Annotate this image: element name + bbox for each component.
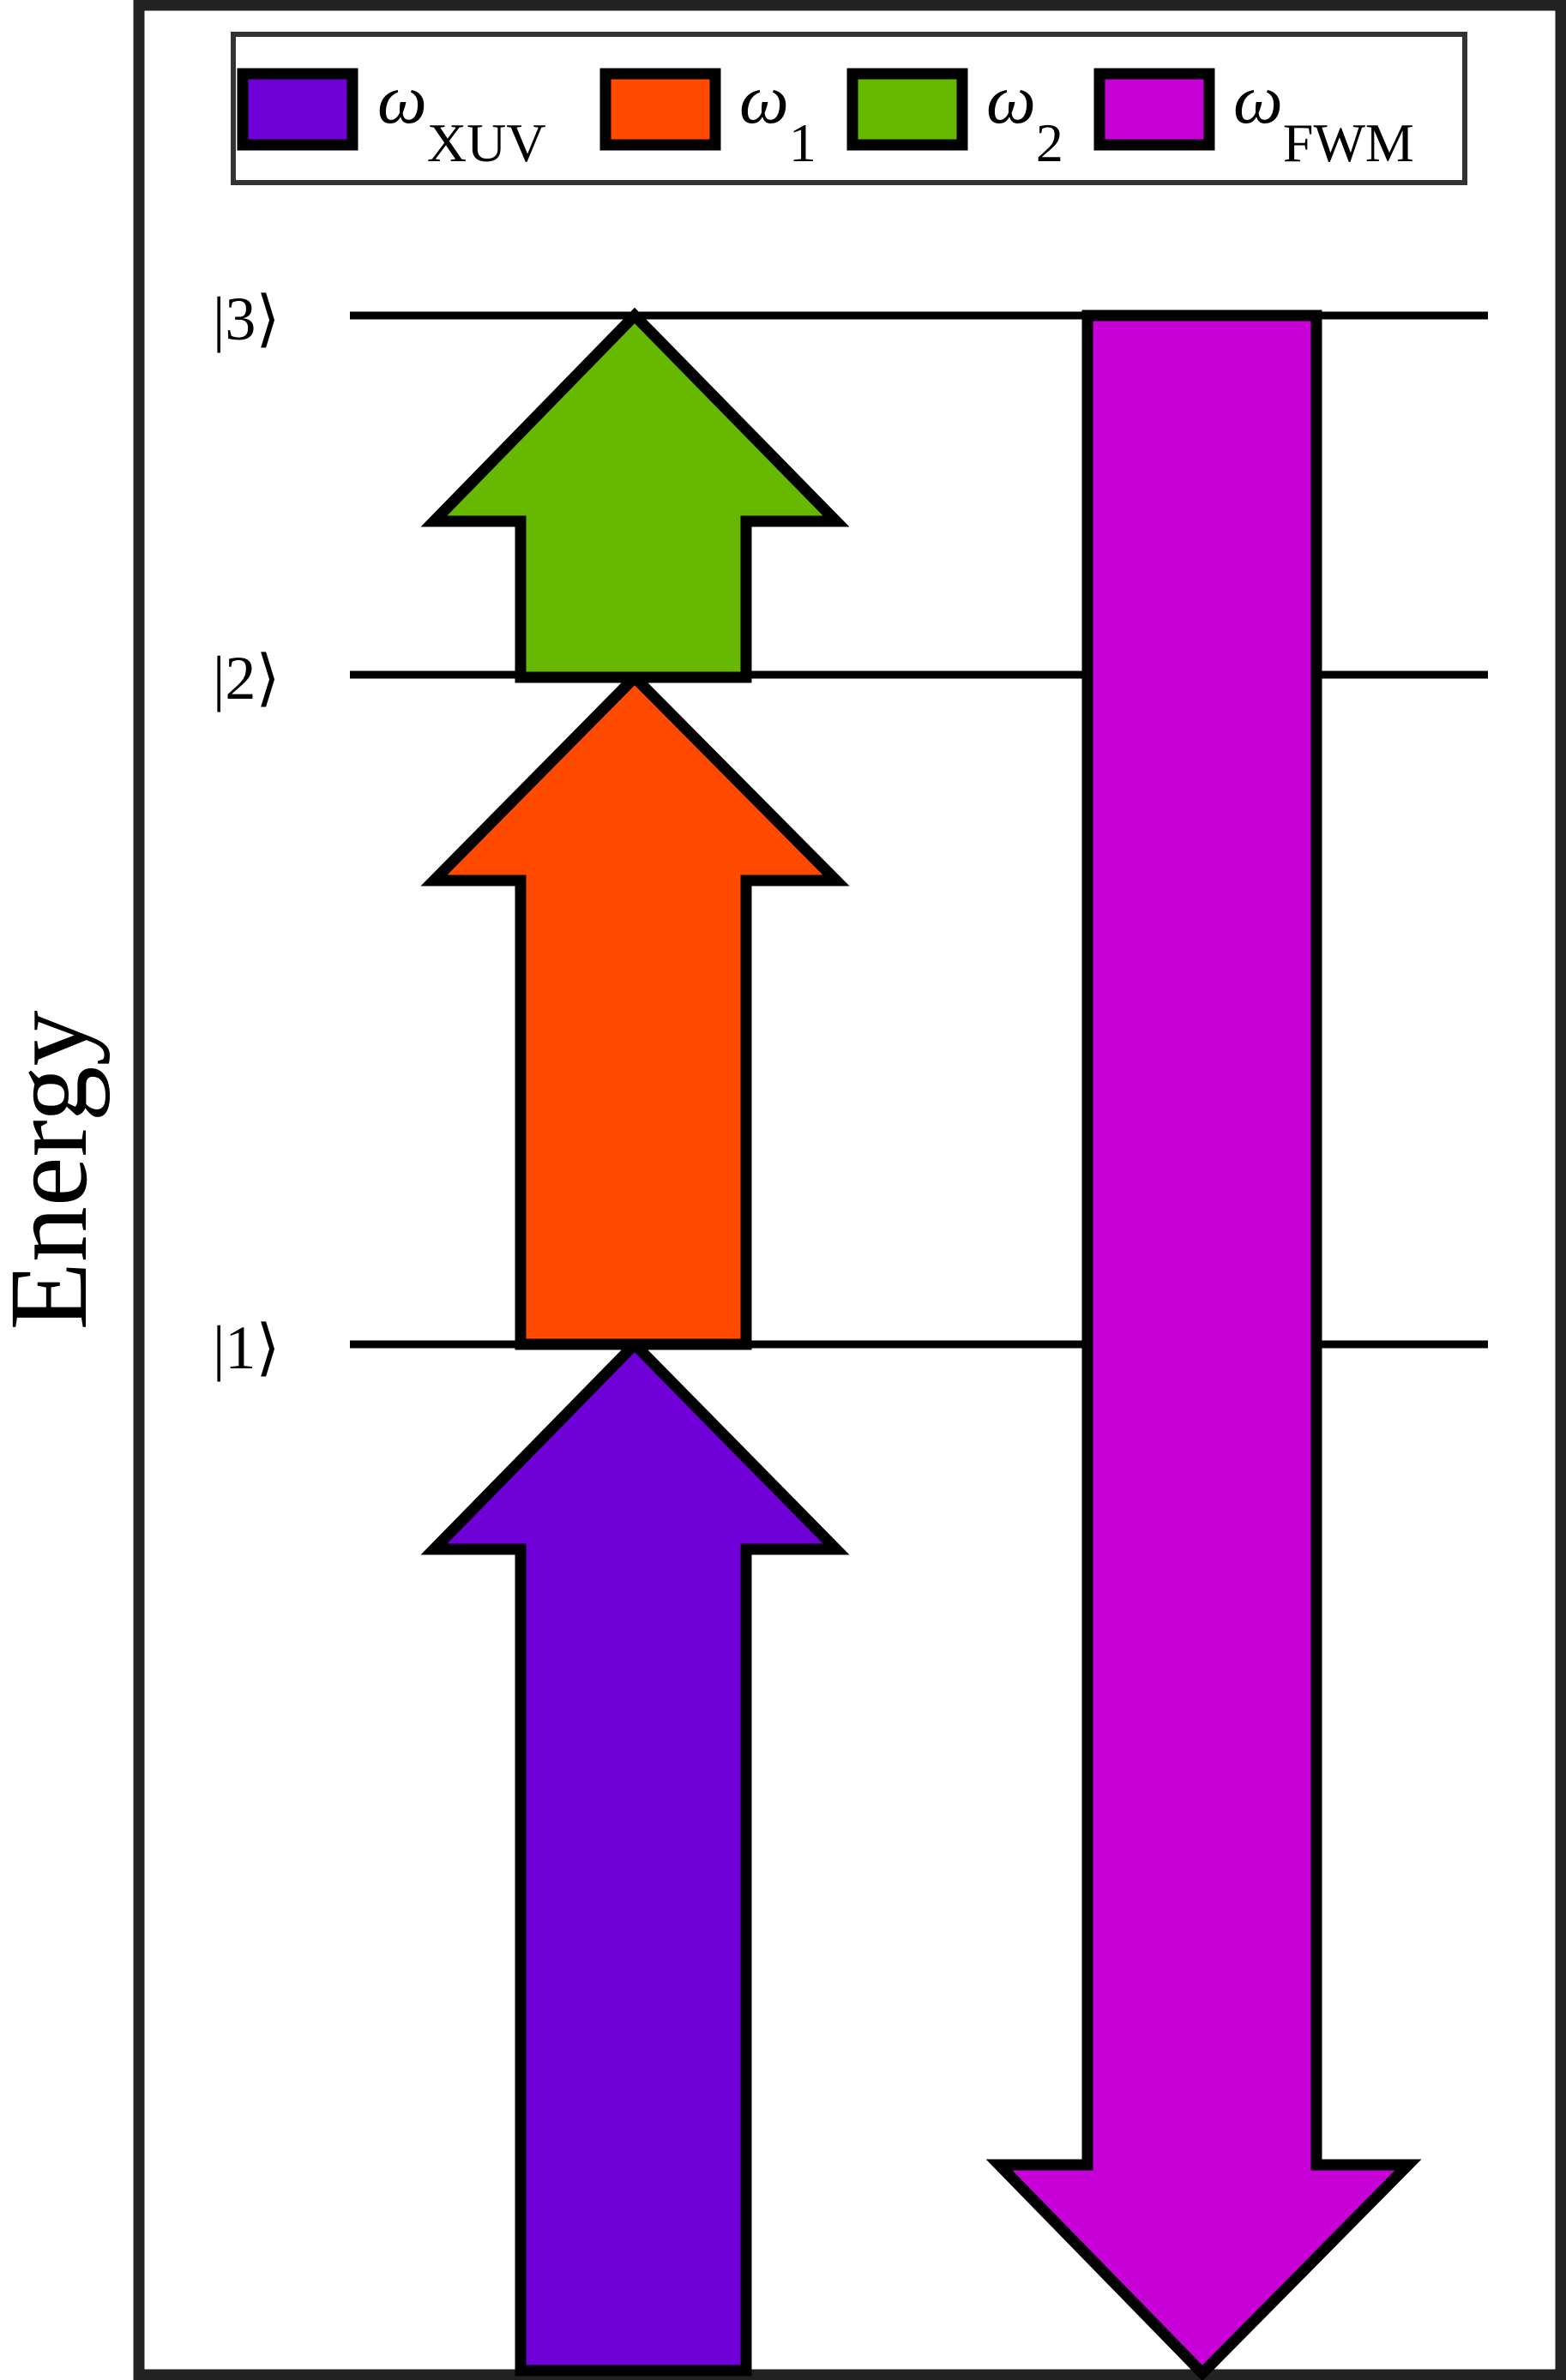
legend-label-omega1: ω1 [739,60,816,173]
legend-label-xuv: ωXUV [377,60,546,173]
legend-swatch-omega1 [599,68,721,151]
y-axis-label: Energy [0,1010,111,1330]
omega2-arrow [420,307,850,683]
level-label-2: |2⟩ [213,644,280,712]
xuv-arrow [420,1336,850,2377]
legend: ωXUV ω1 ω2 ωFWM [231,32,1467,185]
legend-swatch-xuv [237,68,358,151]
legend-label-fwm: ωFWM [1233,60,1414,173]
fwm-arrow [985,310,1422,2380]
legend-label-omega2: ω2 [986,60,1063,173]
legend-swatch-omega2 [846,68,968,151]
omega1-arrow [420,669,850,1350]
level-label-1: |1⟩ [213,1313,280,1382]
plot-frame [133,0,1566,2380]
legend-swatch-fwm [1093,68,1215,151]
level-label-3: |3⟩ [213,285,280,353]
